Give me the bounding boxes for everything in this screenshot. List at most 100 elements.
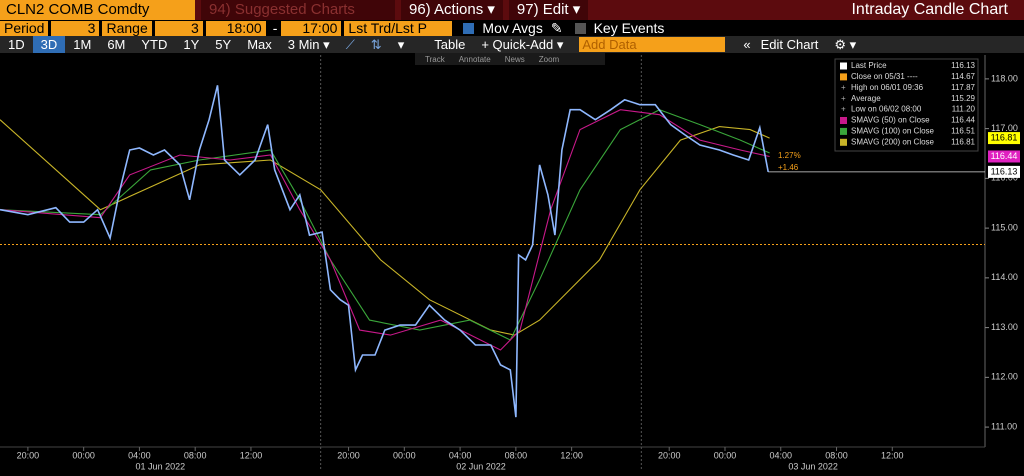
x-tick-label: 08:00 [825,450,848,460]
legend-glyph: + [841,83,846,92]
legend-swatch [840,62,847,70]
legend-value: 116.13 [951,61,975,70]
legend-value: 116.81 [951,137,975,146]
price-tag-label: 116.44 [991,151,1018,161]
x-tick-label: 00:00 [714,450,737,460]
subtool-button[interactable]: Zoom [538,54,560,64]
legend-value: 114.67 [951,72,975,81]
security-field[interactable]: CLN2 COMB Comdty [0,0,195,20]
toolbar: 1D 3D 1M 6M YTD 1Y 5Y Max 3 Min ▾ ⟋ ⇅ ▾ Table + Quick… [0,36,1024,53]
y-tick-label: 115.00 [991,222,1018,232]
legend-label: High on 06/01 09:36 [851,83,924,92]
start-field[interactable]: 18:00 [205,20,266,36]
chart-type-icon[interactable]: ⟋ [345,37,355,52]
end-field[interactable]: 17:00 [281,20,342,36]
x-tick-label: 20:00 [17,450,40,460]
legend-swatch [840,73,847,81]
x-tick-label: 04:00 [449,450,472,460]
legend: Last Price 116.13 Close on 05/31 ---- 114.6… [834,58,979,152]
legend-glyph: + [841,105,846,114]
menu[interactable]: 96) Actions ▾ [401,0,503,20]
x-tick-label: 04:00 [128,450,151,460]
x-tick-label: 04:00 [769,450,792,460]
series-line [0,85,769,418]
checkbox[interactable] [463,22,475,34]
y-tick-label: 113.00 [991,322,1018,332]
candle-icon[interactable]: ⇅ [370,37,382,52]
range-button[interactable]: 1Y [183,37,200,52]
x-tick-label: 08:00 [505,450,528,460]
price-tag: 116.81 [988,132,1020,145]
x-tick-label: 08:00 [184,450,207,460]
menu[interactable]: 97) Edit ▾ [508,0,589,20]
collapse-icon[interactable]: « [743,37,751,52]
range-button[interactable]: 1M [73,37,92,52]
price-tag: 116.44 [988,150,1020,163]
period-field[interactable]: 3 [51,20,100,36]
date-label: 01 Jun 2022 [136,461,186,471]
legend-box [834,58,979,152]
legend-value: 116.44 [951,116,975,125]
legend-value: 117.87 [951,83,975,92]
legend-label: Low on 06/02 08:00 [851,105,922,114]
label: Mov Avgs [482,20,543,36]
dropdown-icon[interactable]: ▾ [397,37,405,52]
pencil-icon[interactable]: ✎ [550,19,563,36]
annotation: +1.46 [778,163,799,172]
range-button[interactable]: YTD [141,37,168,52]
price-tag: 116.13 [988,165,1020,178]
quick-add-button[interactable]: + Quick-Add ▾ [481,37,564,52]
range-button[interactable]: 1D [8,37,25,52]
y-tick-label: 118.00 [991,73,1018,83]
subtool-button[interactable]: Track [425,54,445,64]
table-button[interactable]: Table [434,37,466,52]
legend-label: Close on 05/31 ---- [851,72,918,81]
price-tag-box [988,132,1020,145]
x-tick-label: 12:00 [881,450,904,460]
subtoolbar: Track Annotate News Zoom [415,53,605,65]
subtool-button[interactable]: Annotate [458,54,491,64]
y-tick-label: 114.00 [991,272,1018,282]
legend-label: SMAVG (200) on Close [851,137,935,146]
separator: - [272,20,278,36]
x-tick-label: 20:00 [337,450,360,460]
label: Key Events [593,20,665,36]
legend-swatch [840,127,847,135]
x-tick-label: 20:00 [658,450,681,460]
price-tag-box [988,150,1020,163]
y-tick-label: 112.00 [991,372,1018,382]
price-tag-box [988,165,1020,178]
legend-label: SMAVG (100) on Close [851,127,935,136]
checkbox[interactable] [574,22,586,34]
range-button[interactable]: 3D [32,36,66,53]
annotation: 1.27% [778,151,801,160]
x-tick-label: 00:00 [393,450,416,460]
legend-label: SMAVG (50) on Close [851,116,930,125]
legend-value: 115.29 [951,94,975,103]
x-tick-label: 00:00 [72,450,95,460]
x-tick-label: 12:00 [240,450,263,460]
range-button[interactable]: 6M [107,37,126,52]
settings-icon[interactable]: ⚙ ▾ [834,37,857,52]
edit-chart-button[interactable]: Edit Chart [760,37,819,52]
window-title: Intraday Candle Chart [851,1,1008,18]
series-line [0,109,770,351]
price-tag-label: 116.13 [991,166,1018,176]
range-field[interactable]: 3 [154,20,203,36]
range-button[interactable]: 5Y [215,37,232,52]
field-select[interactable]: Lst Trd/Lst P [344,20,453,36]
add-data-field[interactable]: Add Data [579,37,726,52]
legend-swatch [840,117,847,124]
title-bar: CLN2 COMB Comdty 94) Suggested Charts 96… [0,0,1024,20]
subtool-button[interactable]: News [504,54,525,64]
range-button[interactable]: Max [247,37,272,52]
legend-glyph: + [841,94,846,103]
legend-value: 111.20 [952,105,976,114]
menu[interactable]: 94) Suggested Charts [201,0,395,20]
label: Period [0,20,49,36]
range-button[interactable]: 3 Min ▾ [287,37,330,52]
legend-label: Last Price [851,61,887,70]
x-tick-label: 12:00 [560,450,583,460]
